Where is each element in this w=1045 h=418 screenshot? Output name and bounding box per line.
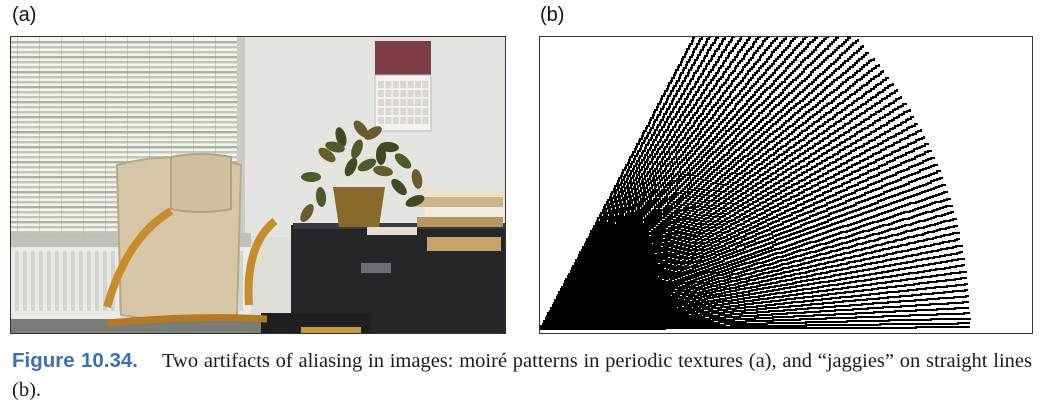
jaggy-line — [540, 251, 963, 330]
jaggy-line — [540, 37, 711, 330]
jaggy-line — [540, 109, 911, 330]
jaggy-line — [540, 157, 935, 330]
jaggy-line — [540, 232, 960, 330]
jaggy-line — [540, 37, 818, 330]
jaggy-line — [540, 318, 971, 330]
jaggy-line — [540, 322, 970, 330]
jaggy-line — [540, 37, 839, 330]
jaggy-line — [540, 37, 695, 330]
jaggy-line — [540, 37, 851, 330]
jaggy-line — [540, 70, 884, 330]
jaggy-line — [540, 289, 968, 330]
jaggy-line — [540, 37, 751, 330]
jaggy-line — [540, 123, 918, 330]
jaggy-line — [540, 37, 778, 330]
armchair-frame-left — [103, 207, 174, 309]
armchair-frame-right — [244, 217, 278, 306]
jaggy-line — [540, 136, 925, 330]
jaggy-line — [540, 205, 953, 330]
jaggy-line — [540, 37, 719, 330]
jaggy-line — [540, 218, 957, 330]
jaggy-line — [540, 89, 898, 330]
jaggy-line — [540, 238, 960, 330]
panel-b-label: (b) — [540, 4, 565, 26]
jaggy-line — [540, 52, 869, 330]
panel-b-jaggies — [539, 36, 1033, 334]
jaggy-line — [540, 37, 808, 330]
plant-leaves — [300, 120, 425, 222]
jaggy-line — [540, 37, 798, 330]
jaggy-line — [540, 45, 864, 330]
room-photo-illustration — [11, 37, 505, 333]
jaggy-line — [540, 37, 787, 330]
jaggy-line — [540, 295, 969, 330]
jaggy-line — [540, 77, 889, 330]
jaggy-line — [540, 326, 970, 330]
plant-pot — [333, 187, 385, 227]
calendar — [378, 81, 429, 124]
jaggy-line — [540, 83, 894, 330]
jaggy-line — [540, 103, 907, 330]
jaggy-line — [540, 37, 829, 330]
panel-a-label: (a) — [12, 4, 37, 26]
jaggy-line — [540, 39, 859, 330]
jaggy-line — [540, 37, 742, 330]
figure-caption: Figure 10.34. Two artifacts of aliasing i… — [12, 346, 1032, 405]
figure-number: Figure 10.34. — [12, 349, 138, 372]
jaggies-line-fan — [540, 37, 971, 330]
jaggy-line — [540, 170, 941, 330]
jaggy-line — [540, 37, 735, 330]
jaggy-line — [540, 283, 968, 330]
jaggy-line — [540, 37, 761, 330]
jaggy-line — [540, 58, 875, 330]
jaggy-line — [540, 143, 929, 330]
jaggy-line — [540, 191, 948, 330]
jaggy-line — [540, 301, 969, 330]
jaggy-line — [540, 225, 958, 330]
caption-text: Two artifacts of aliasing in images: moi… — [12, 350, 1032, 401]
panel-a-photo — [10, 36, 506, 334]
